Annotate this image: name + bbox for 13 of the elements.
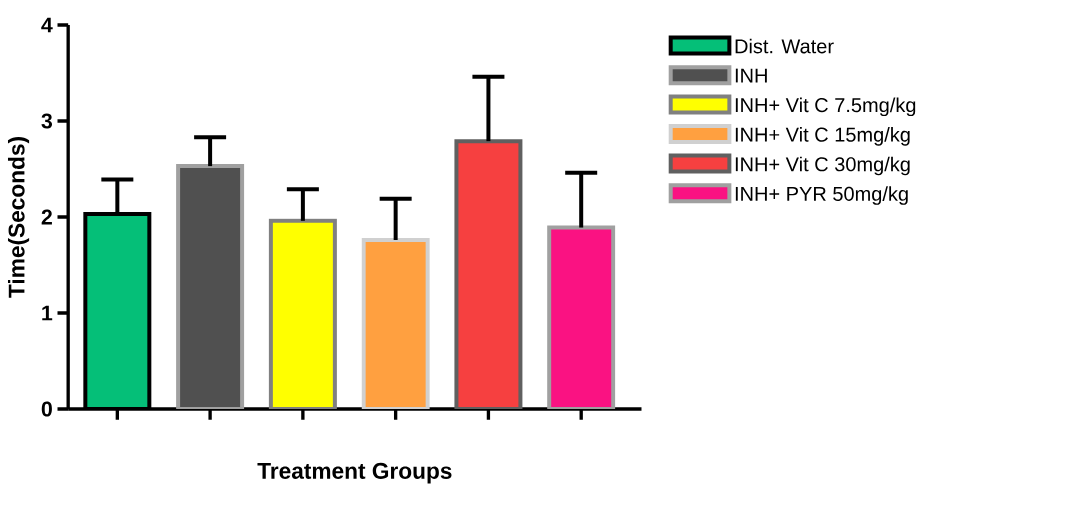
y-tick-label: 1: [42, 305, 53, 321]
legend-label: INH+ Vit C 7.5mg/kg: [735, 97, 916, 117]
y-tick-label: 4: [41, 17, 53, 33]
y-tick-label: 2: [41, 209, 52, 225]
legend-label: INH+ PYR 50mg/kg: [735, 186, 908, 205]
legend-label: Dist. Water: [735, 38, 834, 54]
legend-label: INH+ Vit C 30mg/kg: [735, 156, 910, 176]
legend-label: INH+ Vit C 15mg/kg: [735, 127, 910, 146]
y-tick-label: 0: [41, 401, 52, 417]
y-tick-label: 3: [41, 113, 53, 129]
legend-label: INH: [735, 68, 767, 83]
y-axis-title: Time(Seconds): [7, 137, 30, 298]
x-axis-title: Treatment Groups: [257, 462, 452, 484]
